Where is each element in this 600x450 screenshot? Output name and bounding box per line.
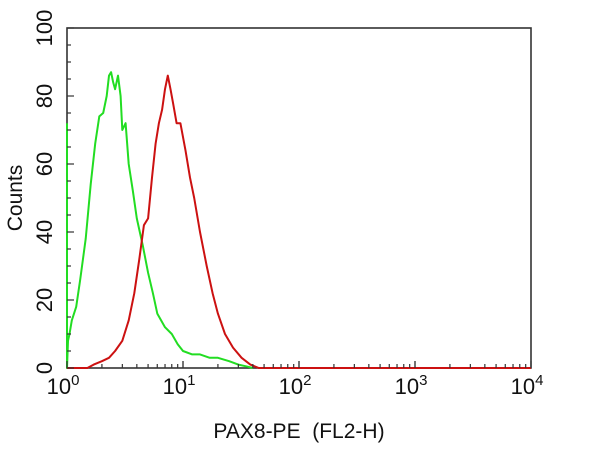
x-axis-tick-labels: 100 101 102 103 104 — [47, 372, 544, 399]
y-tick-label: 40 — [32, 220, 57, 244]
y-tick-label: 80 — [32, 84, 57, 108]
series-line-1 — [67, 74, 531, 369]
y-axis-tick-labels: 0 20 40 60 80 100 — [32, 10, 57, 374]
series-line-0 — [66, 71, 254, 369]
x-tick-label: 104 — [511, 372, 544, 399]
y-axis-title: Counts — [4, 165, 27, 232]
y-tick-label: 20 — [32, 288, 57, 312]
y-tick-label: 60 — [32, 152, 57, 176]
series-layer — [66, 71, 531, 369]
plot-area — [66, 27, 532, 369]
x-tick-label: 102 — [279, 372, 312, 399]
plot-frame — [66, 27, 532, 369]
x-tick-label: 101 — [163, 372, 196, 399]
x-minor-ticks — [66, 361, 532, 368]
x-axis-title: PAX8-PE (FL2-H) — [213, 420, 384, 443]
y-minor-ticks — [67, 27, 74, 369]
x-tick-label: 103 — [395, 372, 428, 399]
y-tick-label: 100 — [32, 10, 57, 47]
x-tick-label: 100 — [47, 372, 80, 399]
y-tick-label: 0 — [32, 362, 57, 374]
